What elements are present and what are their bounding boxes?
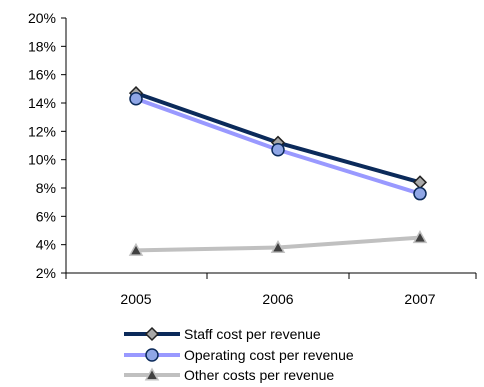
y-tick-label: 12% bbox=[28, 123, 56, 139]
y-tick-label: 16% bbox=[28, 67, 56, 83]
y-tick-label: 10% bbox=[28, 152, 56, 168]
data-point bbox=[271, 143, 285, 157]
data-point bbox=[129, 92, 143, 106]
y-axis-ticks: 2% 4% 6% 8% 10% 12% 14% 16% 18% 20% bbox=[28, 10, 66, 281]
x-tick-label: 2007 bbox=[404, 291, 435, 307]
data-point bbox=[412, 175, 428, 190]
legend-item: Operating cost per revenue bbox=[124, 347, 354, 363]
x-tick-label: 2005 bbox=[120, 291, 151, 307]
data-point bbox=[270, 239, 286, 254]
chart-axes bbox=[65, 18, 476, 274]
legend-item: Staff cost per revenue bbox=[124, 326, 321, 342]
legend-label: Operating cost per revenue bbox=[184, 347, 354, 363]
legend-marker bbox=[144, 326, 160, 342]
y-tick-label: 14% bbox=[28, 95, 56, 111]
series-1 bbox=[129, 92, 427, 201]
legend-item: Other costs per revenue bbox=[124, 367, 334, 383]
x-axis-ticks: 2005 2006 2007 bbox=[65, 273, 477, 307]
legend-marker bbox=[144, 367, 160, 381]
y-tick-label: 4% bbox=[36, 237, 56, 253]
data-point bbox=[128, 242, 144, 256]
y-tick-label: 20% bbox=[28, 10, 56, 26]
data-point bbox=[412, 230, 428, 244]
legend: Staff cost per revenue Operating cost per… bbox=[124, 326, 354, 383]
legend-label: Other costs per revenue bbox=[184, 367, 334, 383]
chart-series bbox=[128, 86, 428, 256]
y-tick-label: 2% bbox=[36, 265, 56, 281]
legend-marker bbox=[145, 348, 159, 362]
y-tick-label: 8% bbox=[36, 180, 56, 196]
x-tick-label: 2006 bbox=[262, 291, 293, 307]
series-0 bbox=[128, 86, 428, 190]
y-tick-label: 18% bbox=[28, 38, 56, 54]
series-2 bbox=[128, 230, 428, 256]
data-point bbox=[413, 186, 427, 201]
legend-label: Staff cost per revenue bbox=[184, 326, 321, 342]
y-tick-label: 6% bbox=[36, 208, 56, 224]
